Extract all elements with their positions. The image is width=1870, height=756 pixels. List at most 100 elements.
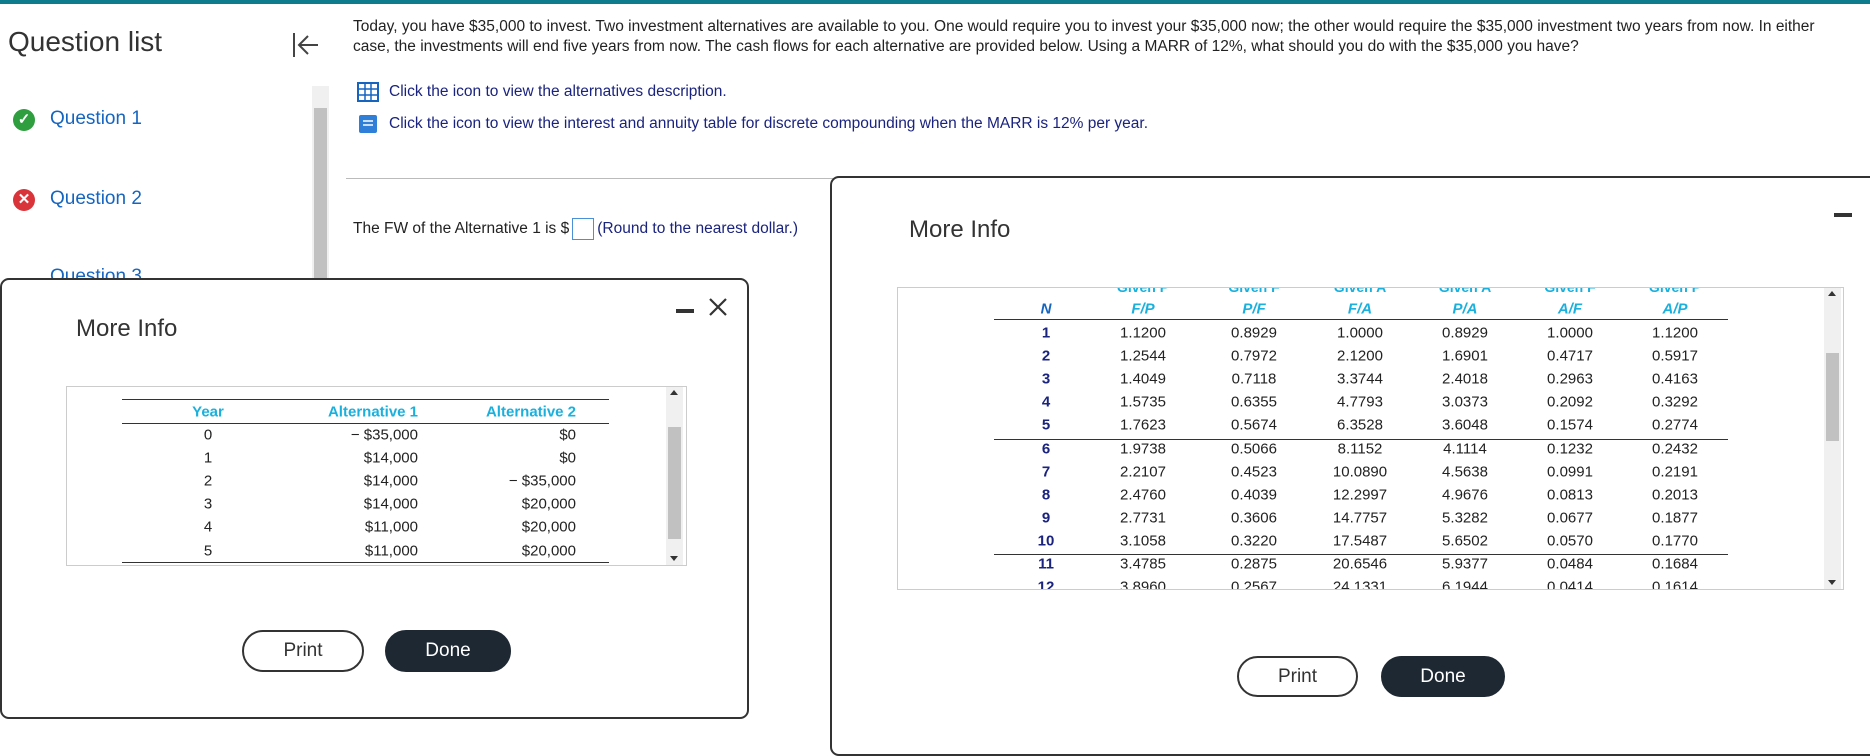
table-cell: 24.1331 — [1332, 578, 1388, 590]
print-button[interactable]: Print — [1237, 656, 1358, 697]
table-cell: 4.9676 — [1442, 486, 1488, 504]
correct-icon: ✓ — [13, 109, 35, 131]
column-header: N — [1040, 300, 1052, 318]
table-cell: 3 — [1041, 370, 1051, 388]
scroll-down — [1828, 580, 1836, 585]
question-link[interactable]: Question 2 — [50, 188, 142, 209]
table-cell: 0.1877 — [1652, 509, 1698, 527]
table-cell: 0 — [203, 426, 213, 444]
minimize-button[interactable] — [1834, 213, 1852, 217]
table-cell: 1.1200 — [1652, 324, 1698, 342]
table-cell: 0.4163 — [1652, 370, 1698, 388]
top-bar — [0, 0, 1870, 4]
column-group-header: Given A — [1438, 287, 1492, 295]
table-cell: 1.5735 — [1120, 393, 1166, 411]
sidebar-scrollbar[interactable] — [312, 86, 329, 280]
table-cell: 4.1114 — [1443, 440, 1487, 457]
column-header: F/P — [1131, 300, 1155, 318]
table-cell: 11 — [1038, 555, 1054, 573]
column-group-header: Given P — [1648, 287, 1702, 295]
book-icon[interactable] — [357, 114, 379, 134]
table-cell: 0.7118 — [1231, 370, 1277, 388]
table-cell: $14,000 — [363, 472, 418, 490]
table-icon[interactable] — [357, 82, 379, 102]
table-cell: 0.2963 — [1547, 370, 1593, 388]
table-cell: 2.7731 — [1120, 509, 1166, 527]
column-group-header: Given P — [1116, 287, 1170, 295]
table-cell: 0.6355 — [1231, 393, 1277, 411]
table-cell: 0.5066 — [1231, 440, 1277, 457]
modal-title: More Info — [76, 315, 178, 342]
table-cell: 4.7793 — [1337, 393, 1383, 411]
table-cell: 0.1614 — [1652, 578, 1698, 590]
table-cell: 0.1770 — [1652, 532, 1698, 550]
table-cell: 0.3220 — [1231, 532, 1277, 550]
table-cell: 1.6901 — [1442, 347, 1488, 365]
close-button[interactable] — [708, 297, 728, 317]
rule — [994, 554, 1728, 555]
info-link[interactable]: Click the icon to view the alternatives … — [389, 83, 727, 100]
table-cell: 1.0000 — [1547, 324, 1593, 342]
table-cell: 0.0813 — [1547, 486, 1593, 504]
collapse-icon[interactable] — [290, 30, 320, 60]
column-header: Alternative 1 — [327, 403, 419, 421]
table-cell: 2 — [1041, 347, 1051, 365]
table-cell: 3.0373 — [1442, 393, 1488, 411]
answer-prefix: The FW of the Alternative 1 is $ — [353, 220, 570, 238]
table-cell: 10.0890 — [1332, 463, 1388, 481]
table-cell: 0.2432 — [1652, 440, 1698, 457]
table-cell: 20.6546 — [1332, 555, 1388, 573]
done-button[interactable]: Done — [385, 630, 511, 672]
table-cell: 4.5638 — [1442, 463, 1488, 481]
info-link[interactable]: Click the icon to view the interest and … — [389, 115, 1149, 132]
scroll-thumb[interactable] — [1826, 353, 1839, 441]
rule — [122, 399, 609, 400]
table-cell: 0.4717 — [1547, 347, 1593, 365]
scroll-thumb[interactable] — [314, 108, 327, 280]
column-header: Year — [192, 403, 224, 421]
table-cell: 17.5487 — [1332, 532, 1388, 550]
question-link[interactable]: Question 1 — [50, 108, 142, 129]
table-cell: 0.7972 — [1231, 347, 1277, 365]
column-header: Alternative 2 — [485, 403, 577, 421]
column-header: F/A — [1347, 300, 1373, 318]
table-cell: $11,000 — [364, 518, 418, 536]
table-cell: 2.2107 — [1120, 463, 1166, 481]
minimize-button[interactable] — [676, 309, 694, 313]
table-cell: 1.4049 — [1120, 370, 1166, 388]
rule — [994, 438, 1728, 440]
column-group-header: Given F — [1544, 287, 1596, 295]
table-cell: 0.2774 — [1652, 416, 1698, 434]
table-cell: $20,000 — [521, 495, 576, 513]
table-container: Year Alternative 1 Alternative 2 0 − $35,000… — [66, 386, 687, 566]
table-cell: 0.1574 — [1547, 416, 1593, 434]
table-cell: 0.5917 — [1652, 347, 1698, 365]
table-cell: 0.3292 — [1652, 393, 1698, 411]
table-cell: 5.3282 — [1442, 509, 1488, 527]
table-cell: 0.5674 — [1231, 416, 1277, 434]
table-cell: 0.3606 — [1231, 509, 1277, 527]
table-cell: 12.2997 — [1332, 486, 1388, 504]
done-button[interactable]: Done — [1381, 656, 1505, 697]
table-cell: 2.4018 — [1442, 370, 1488, 388]
table-cell: 1 — [1041, 324, 1051, 342]
table-cell: $20,000 — [521, 542, 576, 559]
table-cell: 5 — [203, 542, 213, 559]
table-cell: 3 — [203, 495, 213, 513]
table-cell: 4 — [203, 518, 213, 536]
table-cell: 0.0414 — [1547, 578, 1593, 590]
table-cell: 3.1058 — [1120, 532, 1166, 550]
print-button[interactable]: Print — [242, 630, 364, 672]
table-cell: 14.7757 — [1332, 509, 1388, 527]
table-cell: 8 — [1041, 486, 1051, 504]
table-cell: 4 — [1041, 393, 1051, 411]
table-cell: 0.0570 — [1547, 532, 1593, 550]
scroll-thumb[interactable] — [668, 427, 681, 539]
table-scrollbar[interactable] — [666, 387, 683, 565]
table-scrollbar[interactable] — [1824, 288, 1841, 589]
answer-input[interactable] — [572, 218, 595, 240]
table-cell: 0.2875 — [1231, 555, 1277, 573]
table-cell: 1 — [203, 449, 213, 467]
table-cell: 0.2191 — [1652, 463, 1698, 481]
